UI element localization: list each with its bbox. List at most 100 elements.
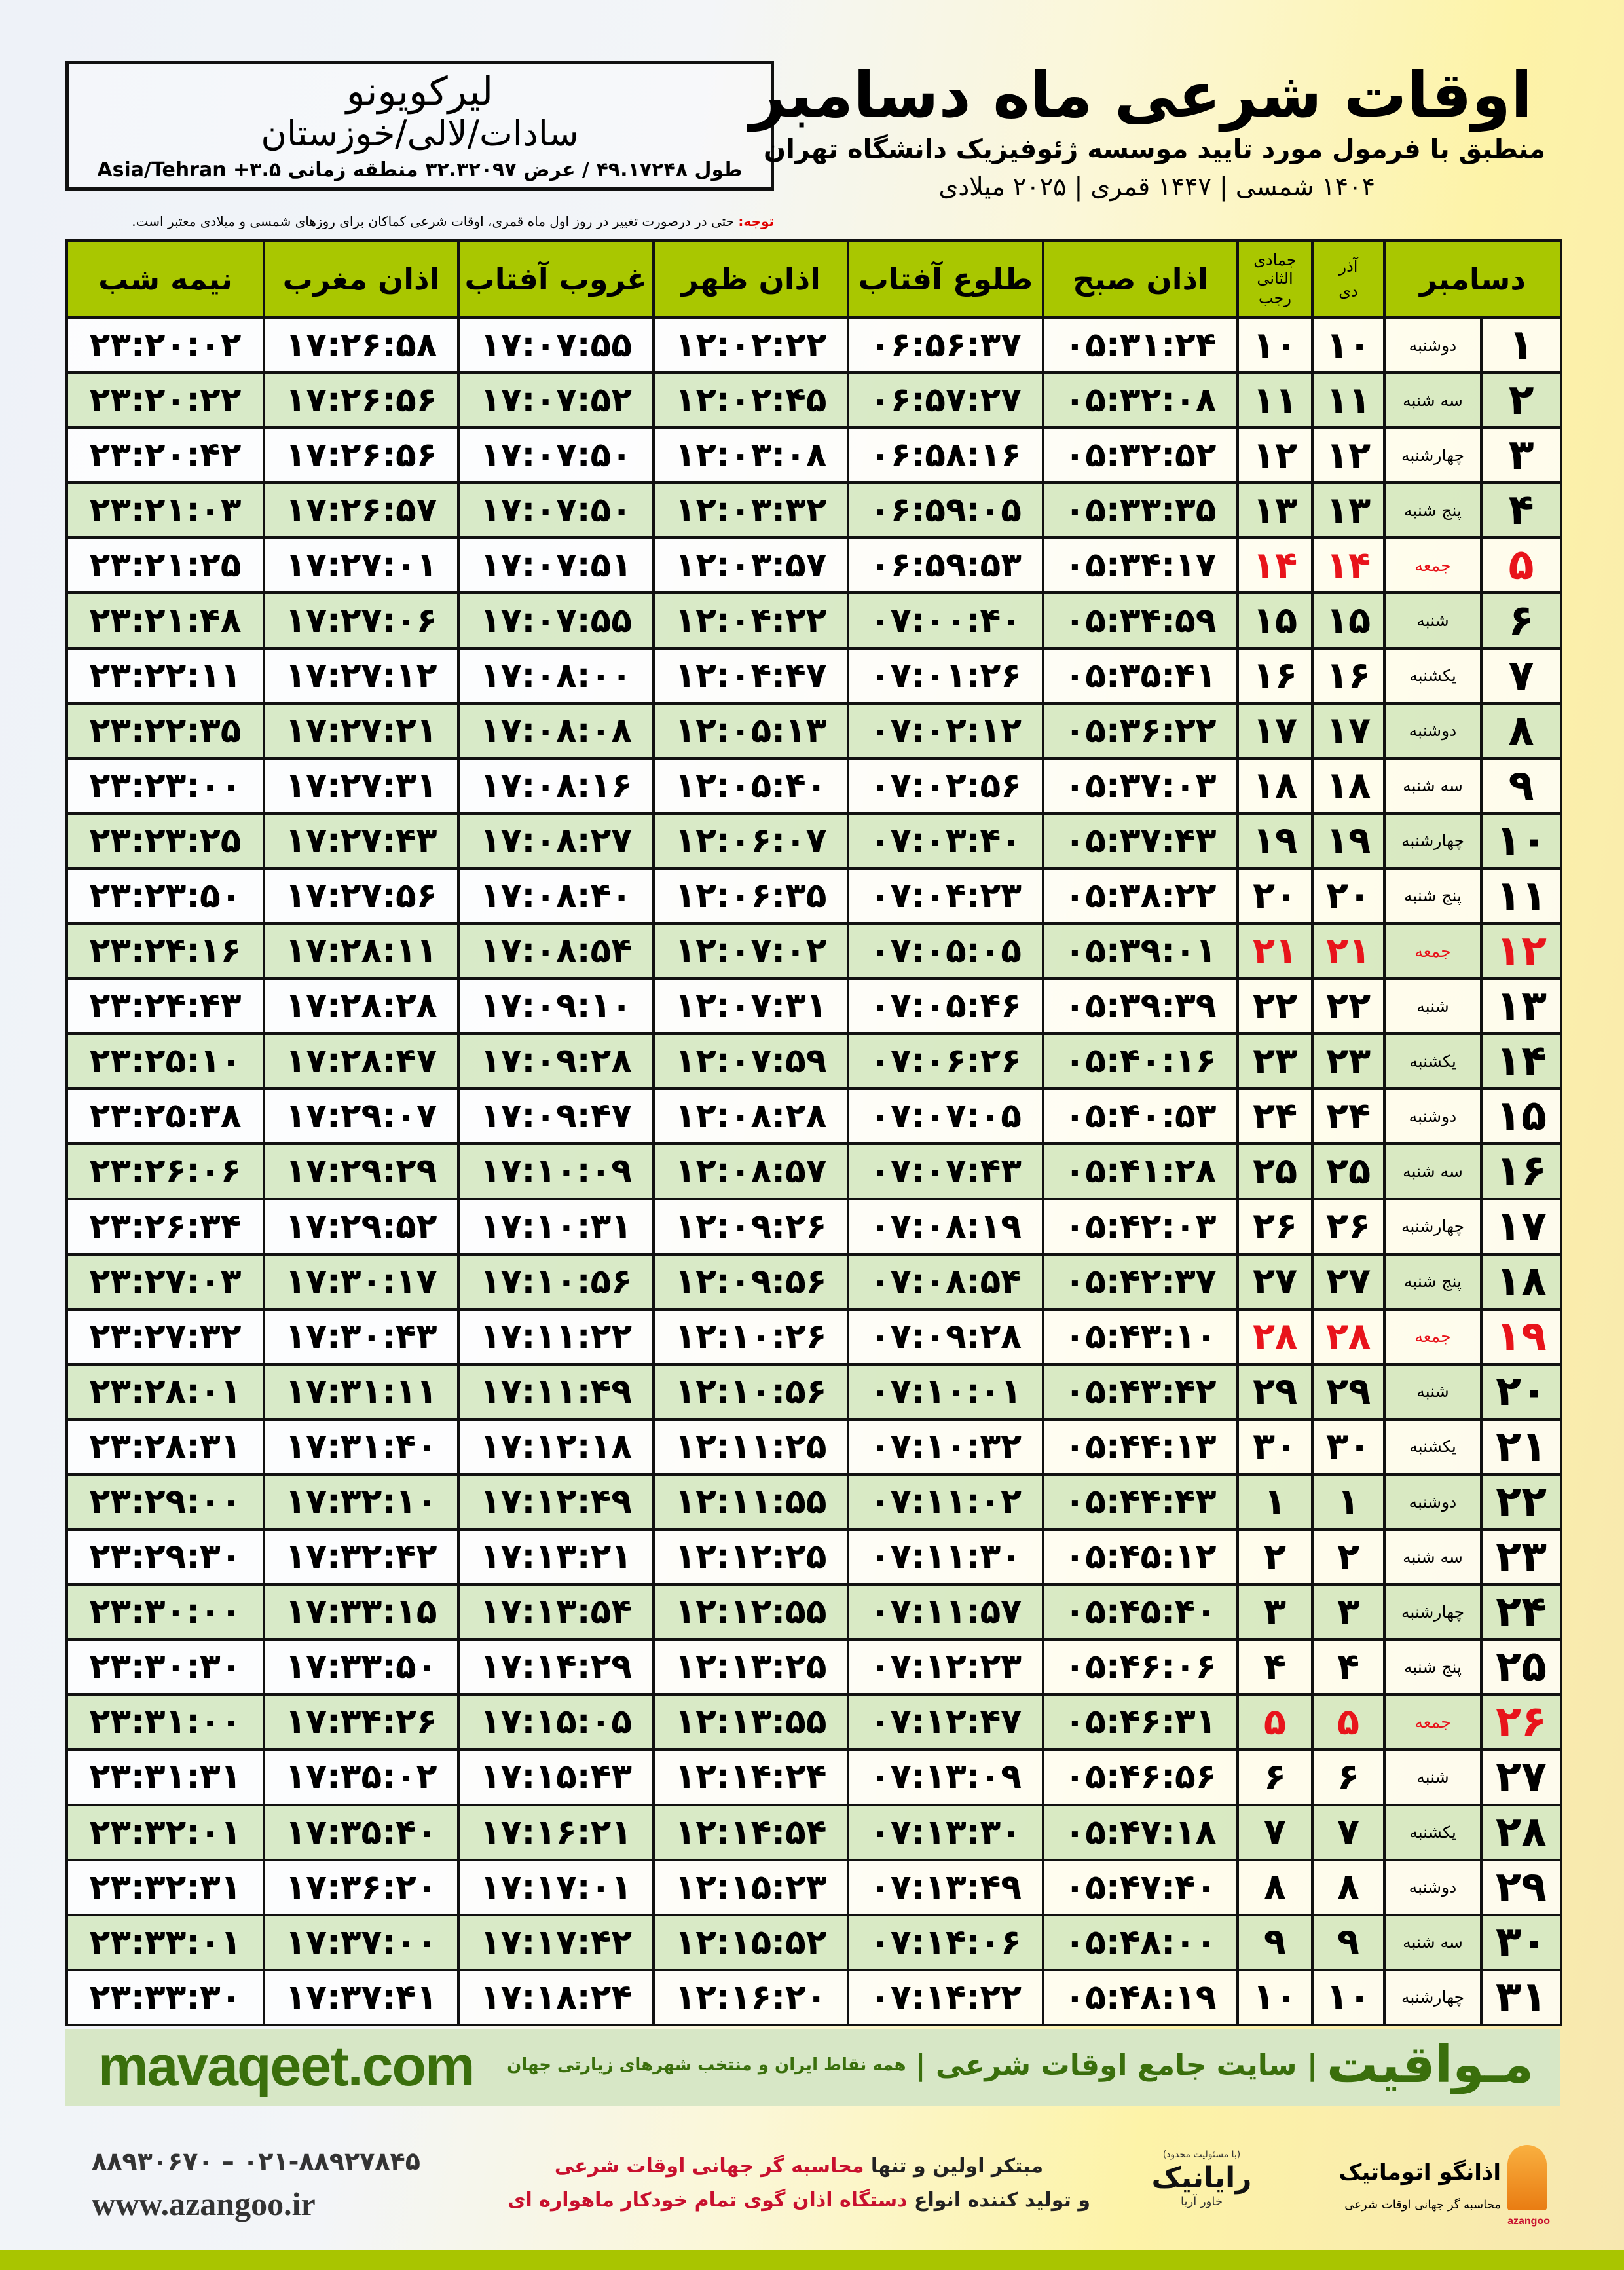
fajr-time: ۰۵:۴۵:۱۲	[1042, 1528, 1239, 1586]
fajr-time: ۰۵:۳۶:۲۲	[1042, 701, 1239, 760]
qamari-day: ۲۳	[1236, 1032, 1314, 1090]
maghrib-time: ۱۷:۲۶:۵۷	[263, 481, 460, 540]
fajr-time: ۰۵:۴۷:۴۰	[1042, 1858, 1239, 1916]
fajr-time: ۰۵:۳۲:۵۲	[1042, 426, 1239, 485]
dhuhr-time: ۱۲:۰۲:۲۲	[652, 316, 849, 375]
shamsi-day: ۷	[1311, 1803, 1386, 1861]
fajr-time: ۰۵:۴۶:۳۱	[1042, 1693, 1239, 1751]
weekday: شنبه	[1383, 1748, 1483, 1806]
shamsi-day: ۳۰	[1311, 1417, 1386, 1476]
sunrise-time: ۰۷:۱۳:۰۹	[847, 1748, 1044, 1806]
location-region: سادات/لالی/خوزستان	[261, 113, 579, 154]
sunrise-time: ۰۷:۱۱:۳۰	[847, 1528, 1044, 1586]
sunset-time: ۱۷:۱۱:۴۹	[457, 1362, 655, 1421]
sunrise-time: ۰۷:۰۷:۰۵	[847, 1087, 1044, 1145]
azangoo-latin: azangoo	[1507, 2216, 1550, 2227]
shamsi-day: ۳	[1311, 1583, 1386, 1641]
dhuhr-time: ۱۲:۱۴:۲۴	[652, 1748, 849, 1806]
sunrise-time: ۰۷:۱۱:۵۷	[847, 1583, 1044, 1641]
sunset-time: ۱۷:۱۶:۲۱	[457, 1803, 655, 1861]
phone-numbers: ۰۲۱-۸۸۹۲۷۸۴۵ – ۸۸۹۳۰۶۷۰	[92, 2147, 420, 2176]
maghrib-time: ۱۷:۳۱:۴۰	[263, 1417, 460, 1476]
bottom-bar	[0, 2250, 1624, 2270]
midnight-time: ۲۳:۲۶:۳۴	[65, 1197, 265, 1256]
sunrise-time: ۰۶:۵۷:۲۷	[847, 371, 1044, 430]
dhuhr-time: ۱۲:۰۳:۳۲	[652, 481, 849, 540]
sunrise-time: ۰۷:۱۱:۰۲	[847, 1472, 1044, 1531]
midnight-time: ۲۳:۳۰:۳۰	[65, 1638, 265, 1696]
table-row: ۲۸ یکشنبه ۷ ۷ ۰۵:۴۷:۱۸ ۰۷:۱۳:۳۰ ۱۲:۱۴:۵۴ ۱۷:۱۶:…	[65, 1803, 1562, 1861]
midnight-time: ۲۳:۲۲:۱۱	[65, 646, 265, 705]
maghrib-time: ۱۷:۲۹:۰۷	[263, 1087, 460, 1145]
maghrib-time: ۱۷:۳۵:۰۲	[263, 1748, 460, 1806]
header-shamsi: آذر دی	[1311, 239, 1386, 319]
sunrise-time: ۰۷:۱۴:۲۲	[847, 1968, 1044, 2026]
fajr-time: ۰۵:۴۴:۴۳	[1042, 1472, 1239, 1531]
shamsi-day: ۱۶	[1311, 646, 1386, 705]
shamsi-day: ۱۱	[1311, 371, 1386, 430]
midnight-time: ۲۳:۲۴:۱۶	[65, 922, 265, 980]
maghrib-time: ۱۷:۲۶:۵۶	[263, 426, 460, 485]
qamari-day: ۱۵	[1236, 591, 1314, 650]
header-midnight: نیمه شب	[65, 239, 265, 319]
sunset-time: ۱۷:۱۰:۳۱	[457, 1197, 655, 1256]
fajr-time: ۰۵:۴۶:۰۶	[1042, 1638, 1239, 1696]
weekday: دوشنبه	[1383, 1087, 1483, 1145]
maghrib-time: ۱۷:۳۲:۱۰	[263, 1472, 460, 1531]
sunrise-time: ۰۶:۵۸:۱۶	[847, 426, 1044, 485]
qamari-day: ۹	[1236, 1913, 1314, 1971]
shamsi-day: ۲۳	[1311, 1032, 1386, 1090]
weekday: چهارشنبه	[1383, 426, 1483, 485]
table-row: ۲۱ یکشنبه ۳۰ ۳۰ ۰۵:۴۴:۱۳ ۰۷:۱۰:۳۲ ۱۲:۱۱:۲۵ ۱۷:۱…	[65, 1417, 1562, 1476]
day-number: ۱۰	[1480, 811, 1562, 870]
shamsi-day: ۸	[1311, 1858, 1386, 1916]
sunset-time: ۱۷:۰۸:۰۸	[457, 701, 655, 760]
dhuhr-time: ۱۲:۱۳:۲۵	[652, 1638, 849, 1696]
shamsi-day: ۱۰	[1311, 316, 1386, 375]
day-number: ۵	[1480, 536, 1562, 595]
table-row: ۱۸ پنج شنبه ۲۷ ۲۷ ۰۵:۴۲:۳۷ ۰۷:۰۸:۵۴ ۱۲:۰۹:۵۶ ۱۷…	[65, 1252, 1562, 1311]
dhuhr-time: ۱۲:۱۵:۵۲	[652, 1913, 849, 1971]
day-number: ۲۶	[1480, 1693, 1562, 1751]
sunrise-time: ۰۷:۱۲:۴۷	[847, 1693, 1044, 1751]
sunrise-time: ۰۶:۵۹:۰۵	[847, 481, 1044, 540]
day-number: ۲۹	[1480, 1858, 1562, 1916]
table-row: ۲ سه شنبه ۱۱ ۱۱ ۰۵:۳۲:۰۸ ۰۶:۵۷:۲۷ ۱۲:۰۲:۴۵ ۱۷:۰…	[65, 371, 1562, 430]
table-row: ۱۶ سه شنبه ۲۵ ۲۵ ۰۵:۴۱:۲۸ ۰۷:۰۷:۴۳ ۱۲:۰۸:۵۷ ۱۷:…	[65, 1142, 1562, 1200]
rayanik-name: رایانیک	[1151, 2161, 1252, 2195]
day-number: ۱۹	[1480, 1307, 1562, 1366]
weekday: یکشنبه	[1383, 1417, 1483, 1476]
shamsi-day: ۱۸	[1311, 756, 1386, 815]
header-maghrib: اذان مغرب	[263, 239, 460, 319]
qamari-day: ۱۲	[1236, 426, 1314, 485]
shamsi-day: ۲	[1311, 1528, 1386, 1586]
table-row: ۱ دوشنبه ۱۰ ۱۰ ۰۵:۳۱:۲۴ ۰۶:۵۶:۳۷ ۱۲:۰۲:۲۲ ۱۷:۰۷…	[65, 316, 1562, 375]
location-box: لیرکویونو سادات/لالی/خوزستان طول ۴۹.۱۷۲۴…	[65, 61, 774, 191]
sunset-time: ۱۷:۰۸:۱۶	[457, 756, 655, 815]
qamari-day: ۷	[1236, 1803, 1314, 1861]
sunset-time: ۱۷:۱۴:۲۹	[457, 1638, 655, 1696]
dhuhr-time: ۱۲:۱۲:۲۵	[652, 1528, 849, 1586]
azangoo-website[interactable]: www.azangoo.ir	[92, 2186, 316, 2222]
day-number: ۷	[1480, 646, 1562, 705]
shamsi-day: ۴	[1311, 1638, 1386, 1696]
dhuhr-time: ۱۲:۰۹:۲۶	[652, 1197, 849, 1256]
location-name: لیرکویونو	[346, 69, 494, 115]
shamsi-day: ۱۳	[1311, 481, 1386, 540]
table-row: ۱۱ پنج شنبه ۲۰ ۲۰ ۰۵:۳۸:۲۲ ۰۷:۰۴:۲۳ ۱۲:۰۶:۳۵ ۱۷…	[65, 866, 1562, 925]
sunset-time: ۱۷:۰۷:۵۵	[457, 591, 655, 650]
maghrib-time: ۱۷:۲۸:۱۱	[263, 922, 460, 980]
day-number: ۳۱	[1480, 1968, 1562, 2026]
midnight-time: ۲۳:۳۳:۰۱	[65, 1913, 265, 1971]
dhuhr-time: ۱۲:۱۱:۵۵	[652, 1472, 849, 1531]
maghrib-time: ۱۷:۲۷:۲۱	[263, 701, 460, 760]
shamsi-day: ۲۴	[1311, 1087, 1386, 1145]
table-row: ۲۲ دوشنبه ۱ ۱ ۰۵:۴۴:۴۳ ۰۷:۱۱:۰۲ ۱۲:۱۱:۵۵ ۱۷:۱۲:…	[65, 1472, 1562, 1531]
day-number: ۲۲	[1480, 1472, 1562, 1531]
sunrise-time: ۰۷:۰۵:۰۵	[847, 922, 1044, 980]
shamsi-day: ۲۲	[1311, 977, 1386, 1035]
mavaqeet-url[interactable]: mavaqeet.com	[98, 2035, 475, 2098]
sunset-time: ۱۷:۱۱:۲۲	[457, 1307, 655, 1366]
day-number: ۸	[1480, 701, 1562, 760]
day-number: ۱	[1480, 316, 1562, 375]
